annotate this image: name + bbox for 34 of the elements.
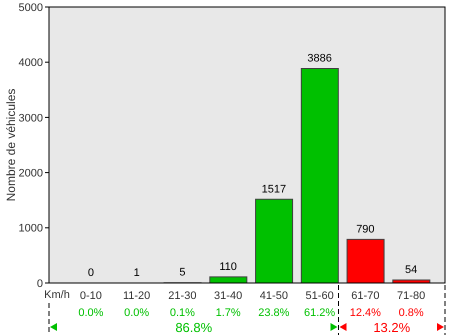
x-tick-label: 41-50	[260, 290, 288, 302]
x-tick-label: 21-30	[168, 290, 196, 302]
x-tick-label: 61-70	[351, 290, 380, 302]
data-label: 110	[219, 260, 237, 273]
y-axis-title: Nombre de véhicules	[4, 88, 18, 202]
y-tick-label: 2000	[18, 168, 43, 180]
text: 0.0%	[124, 307, 150, 319]
text: 12.4%	[350, 307, 382, 319]
text: 13.2%	[373, 320, 411, 335]
x-tick-label: 51-60	[306, 290, 334, 302]
text: 0.0%	[78, 307, 104, 319]
data-label: 1	[134, 266, 140, 279]
text: 61.2%	[304, 307, 336, 319]
y-tick-label: 3000	[18, 112, 43, 124]
y-tick-label: 0	[36, 278, 43, 290]
data-label: 0	[88, 267, 94, 279]
x-tick-label: 71-80	[397, 290, 426, 302]
text: 86.8%	[175, 320, 213, 335]
x-tick-label: 31-40	[214, 290, 242, 302]
data-label: 54	[405, 264, 418, 276]
data-label: 790	[356, 223, 375, 236]
y-tick-label: 1000	[18, 222, 43, 235]
text: 1.7%	[216, 307, 241, 319]
text: Km/h	[44, 289, 70, 301]
y-tick-label: 5000	[18, 2, 43, 14]
text: 0.8%	[398, 307, 424, 319]
text: 23.8%	[258, 307, 290, 319]
data-label: 1517	[262, 183, 286, 196]
data-label: 3886	[307, 52, 332, 64]
text: 0.1%	[170, 307, 196, 319]
x-tick-label: 0-10	[80, 290, 102, 302]
y-tick-label: 4000	[18, 57, 43, 70]
x-tick-label: 11-20	[122, 290, 150, 302]
data-label: 5	[179, 266, 186, 279]
